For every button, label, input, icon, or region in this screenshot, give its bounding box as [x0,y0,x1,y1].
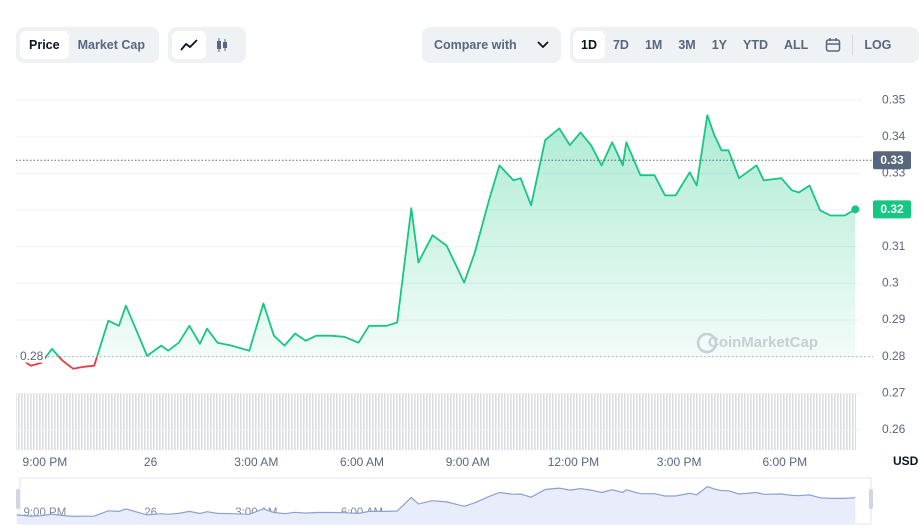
compare[interactable]: Compare with [422,27,561,63]
volume-bars [16,393,856,450]
y-tick-label: 0.34 [882,129,906,143]
nav-area [16,486,856,524]
chevron [537,41,549,49]
x-tick-label: 12:00 PM [548,455,599,469]
line-type[interactable] [172,31,206,59]
y-tick-label: 0.26 [882,422,906,436]
tab[interactable]: Price [20,31,69,59]
range[interactable]: 7D [612,38,629,52]
range-tabs: 1D 7D 1M 3M 1Y YTD ALL LOG [570,27,919,63]
currency: USD [893,454,919,468]
chart-type [168,27,246,63]
y-tick-label: 0.35 [882,92,906,106]
range[interactable]: YTD [743,38,769,52]
x-tick-label: 3:00 AM [234,455,278,469]
x-tick-label: 9:00 PM [23,455,68,469]
x-tick-label: 9:00 AM [446,455,490,469]
line-icon [180,39,198,51]
nav-handle[interactable] [869,489,873,509]
y-tick-label: 0.27 [882,385,906,399]
range[interactable]: 1D [573,31,605,59]
range[interactable]: 3M [678,38,696,52]
price-tag [873,151,911,170]
price-tag [873,200,911,219]
y-tick-label: 0.31 [882,239,906,253]
nav-line [16,485,856,518]
x-tick-label: 3:00 PM [657,455,702,469]
separator [852,35,854,55]
range[interactable]: 1Y [711,38,728,52]
watermark: CoinMarketCap [708,334,818,351]
log-toggle[interactable]: LOG [864,38,892,52]
last-point [851,205,860,214]
candle-icon [217,38,227,52]
x-tick-label: 6:00 PM [762,455,807,469]
compare-label: Compare with [434,38,517,52]
calendar[interactable] [816,31,850,59]
candle-type[interactable] [206,31,238,59]
y-tick-label: 0.29 [882,312,906,326]
baseline-label-bg [17,348,45,363]
calendar-icon [826,38,841,52]
price-line [16,114,856,370]
metric-tabs: Price Market Cap [16,27,159,63]
range[interactable]: ALL [784,38,809,52]
x-tick-label: 26 [144,455,158,469]
range[interactable]: 1M [644,38,663,52]
tab[interactable]: Market Cap [77,38,145,52]
nav-handle[interactable] [16,489,20,509]
x-tick-label: 6:00 AM [340,455,384,469]
y-tick-label: 0.28 [882,349,906,363]
y-tick-label: 0.3 [882,275,899,289]
baseline-label: 0.28 [20,349,44,363]
price-tag-label: 0.32 [880,202,904,216]
watermark-logo [696,332,718,354]
price-tag-label: 0.33 [880,153,904,167]
